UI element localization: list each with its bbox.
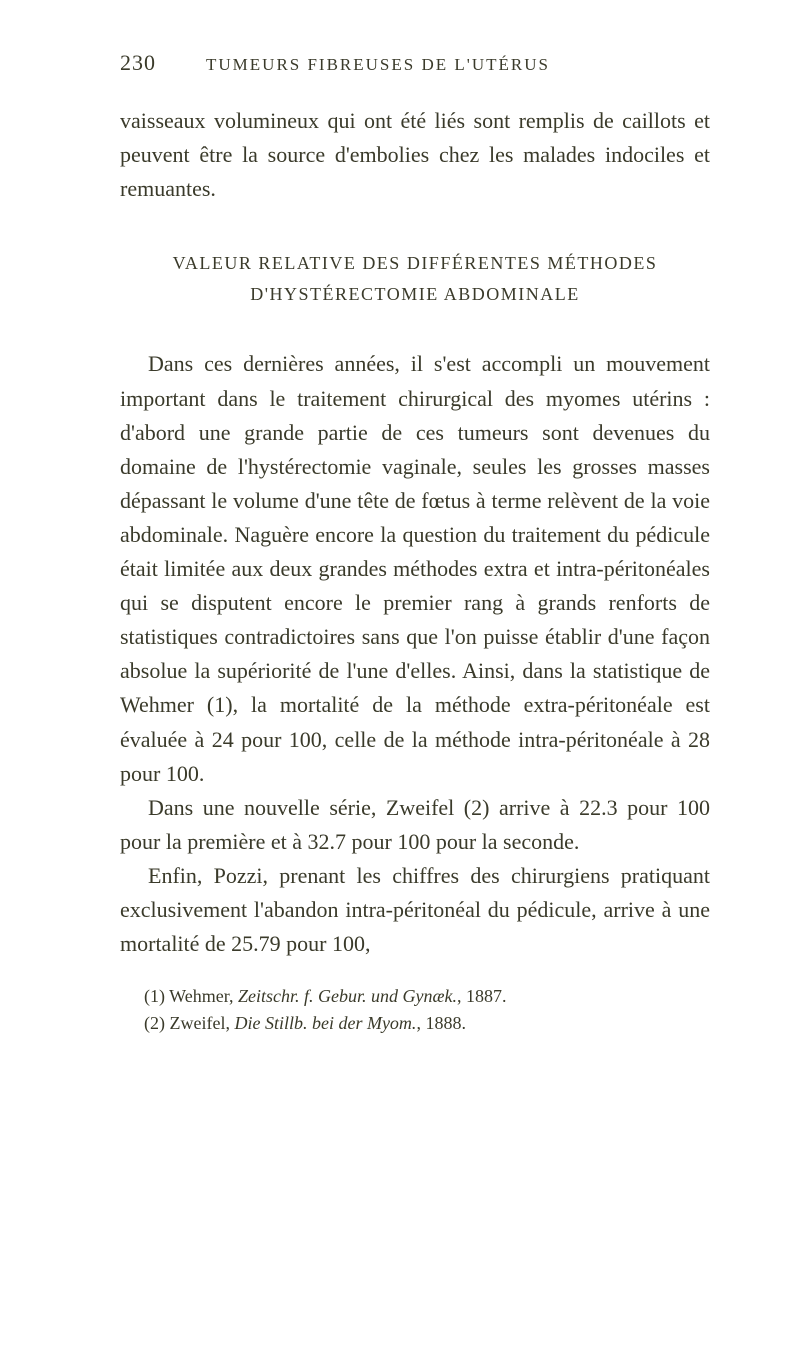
footnote-2-tail: , 1888.	[416, 1013, 466, 1033]
body-paragraph-2: Dans une nouvelle série, Zweifel (2) arr…	[120, 791, 710, 859]
footnote-2: (2) Zweifel, Die Stillb. bei der Myom., …	[120, 1010, 710, 1037]
footnote-2-label: (2) Zweifel,	[144, 1013, 234, 1033]
section-title-line1: VALEUR RELATIVE DES DIFFÉRENTES MÉTHODES	[173, 253, 658, 273]
intro-paragraph: vaisseaux volumineux qui ont été liés so…	[120, 104, 710, 206]
footnote-1-label: (1) Wehmer,	[144, 986, 238, 1006]
section-title-line2: D'HYSTÉRECTOMIE ABDOMINALE	[120, 279, 710, 310]
page-number: 230	[120, 50, 156, 76]
body-paragraph-3: Enfin, Pozzi, prenant les chiffres des c…	[120, 859, 710, 961]
footnote-1-italic: Zeitschr. f. Gebur. und Gynæk.	[238, 986, 457, 1006]
page-header: 230 TUMEURS FIBREUSES DE L'UTÉRUS	[120, 50, 710, 76]
footnote-2-italic: Die Stillb. bei der Myom.	[234, 1013, 416, 1033]
body-paragraph-1: Dans ces dernières années, il s'est acco…	[120, 347, 710, 790]
footnote-1: (1) Wehmer, Zeitschr. f. Gebur. und Gynæ…	[120, 983, 710, 1010]
running-head: TUMEURS FIBREUSES DE L'UTÉRUS	[206, 55, 550, 75]
footnote-1-tail: , 1887.	[457, 986, 507, 1006]
footnotes: (1) Wehmer, Zeitschr. f. Gebur. und Gynæ…	[120, 983, 710, 1037]
section-title: VALEUR RELATIVE DES DIFFÉRENTES MÉTHODES…	[120, 248, 710, 309]
